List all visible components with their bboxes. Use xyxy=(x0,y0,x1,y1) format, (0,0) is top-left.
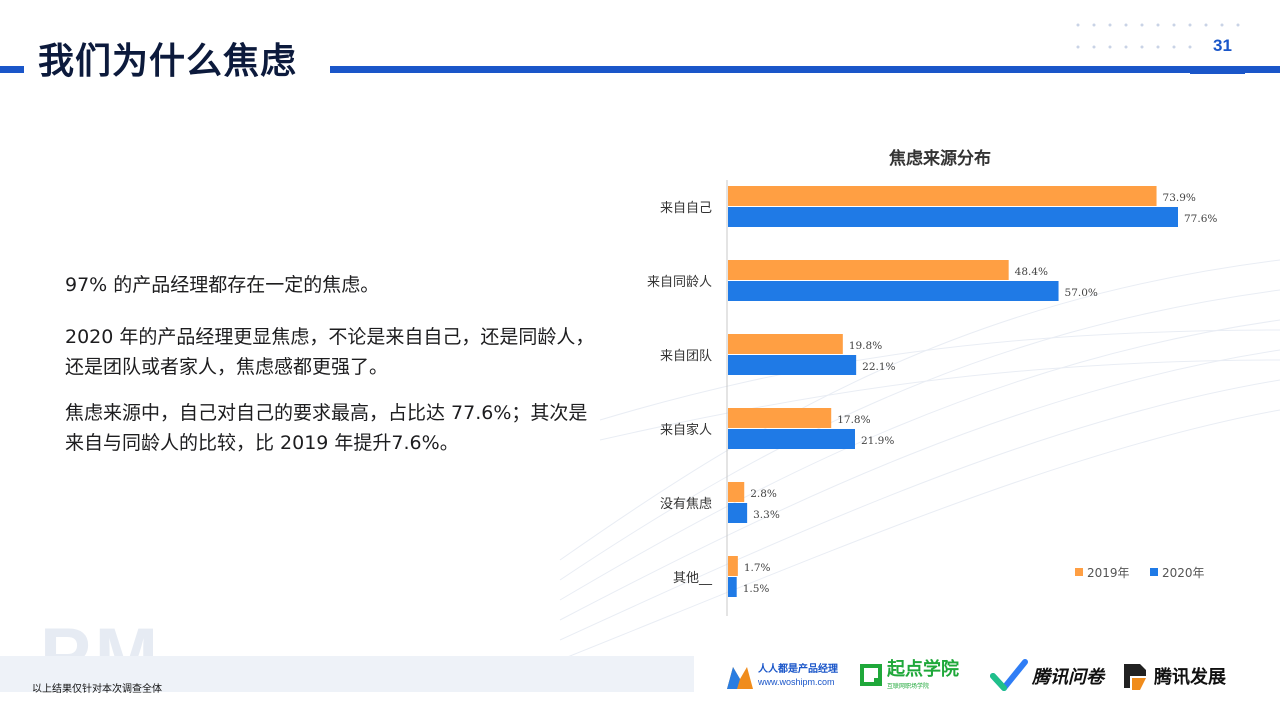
legend-label: 2020年 xyxy=(1162,566,1205,580)
bar-2019 xyxy=(728,556,738,576)
data-label: 1.7% xyxy=(744,562,771,574)
data-label: 17.8% xyxy=(837,414,870,426)
data-label: 3.3% xyxy=(753,509,780,521)
woshipm-logo-icon xyxy=(727,667,753,689)
page-number: 31 xyxy=(1213,36,1232,55)
category-label: 来自自己 xyxy=(660,201,712,216)
bar-2019 xyxy=(728,482,745,502)
data-label: 57.0% xyxy=(1065,287,1098,299)
data-label: 77.6% xyxy=(1184,213,1217,225)
logo-tencent-survey: 腾讯问卷 xyxy=(990,656,1104,696)
legend-label: 2019年 xyxy=(1087,566,1130,580)
paragraph-1: 97% 的产品经理都存在一定的焦虑。 xyxy=(65,274,380,296)
bar-2020 xyxy=(728,207,1178,227)
data-label: 21.9% xyxy=(861,435,894,447)
tencent-dev-logo-icon xyxy=(1124,664,1146,690)
bar-chart: 来自自己 73.9% 77.6% 来自同龄人 48.4% 57.0% 来自团队 19.8% 22… xyxy=(647,180,1217,616)
tencent-survey-name: 腾讯问卷 xyxy=(1032,667,1104,688)
page-title: 我们为什么焦虑 xyxy=(38,41,298,82)
legend-swatch xyxy=(1075,568,1083,576)
data-label: 22.1% xyxy=(862,361,895,373)
qidian-logo-sub: 互联网职场学院 xyxy=(887,682,930,690)
bar-2020 xyxy=(728,503,748,523)
category-label: 来自团队 xyxy=(660,349,712,364)
category-label: 来自同龄人 xyxy=(647,275,712,290)
footnote: 以上结果仅针对本次调查全体 xyxy=(32,684,162,695)
qidian-logo-name: 起点学院 xyxy=(887,658,959,680)
bar-2020 xyxy=(728,577,737,597)
category-label: 没有焦虑 xyxy=(660,497,712,512)
tencent-dev-name: 腾讯发展 xyxy=(1154,667,1226,688)
title-accent-right xyxy=(330,66,1280,73)
logo-tencent-dev: 腾讯发展 xyxy=(1120,656,1226,696)
bar-2020 xyxy=(728,281,1059,301)
decorative-dots xyxy=(1076,23,1240,49)
bar-2019 xyxy=(728,186,1157,206)
woshipm-logo-name: 人人都是产品经理 xyxy=(758,664,838,675)
chart-title: 焦虑来源分布 xyxy=(889,149,991,169)
legend-swatch xyxy=(1150,568,1158,576)
category-label: 来自家人 xyxy=(660,422,712,438)
bar-2019 xyxy=(728,260,1009,280)
paragraph-3: 焦虑来源中，自己对自己的要求最高，占比达 77.6%；其次是来自与同龄人的比较，… xyxy=(65,402,588,454)
page-number-underline xyxy=(1190,72,1245,74)
logo-woshipm: 人人都是产品经理 www.woshipm.com xyxy=(725,656,838,696)
qidian-logo-icon xyxy=(860,664,882,686)
category-label: 其他__ xyxy=(673,571,713,586)
data-label: 73.9% xyxy=(1163,192,1196,204)
footer-band xyxy=(0,656,694,692)
bar-2019 xyxy=(728,334,843,354)
bar-2020 xyxy=(728,429,855,449)
data-label: 48.4% xyxy=(1015,266,1048,278)
paragraph-2: 2020 年的产品经理更显焦虑，不论是来自自己，还是同龄人，还是团队或者家人，焦… xyxy=(65,326,595,378)
bar-2019 xyxy=(728,408,832,428)
data-label: 19.8% xyxy=(849,340,882,352)
title-accent-left xyxy=(0,66,24,73)
logo-qidian: 起点学院 互联网职场学院 xyxy=(860,656,959,696)
checkmark-icon xyxy=(990,659,1028,691)
bar-2020 xyxy=(728,355,857,375)
woshipm-logo-url: www.woshipm.com xyxy=(758,677,835,687)
data-label: 1.5% xyxy=(743,583,770,595)
data-label: 2.8% xyxy=(750,488,777,500)
